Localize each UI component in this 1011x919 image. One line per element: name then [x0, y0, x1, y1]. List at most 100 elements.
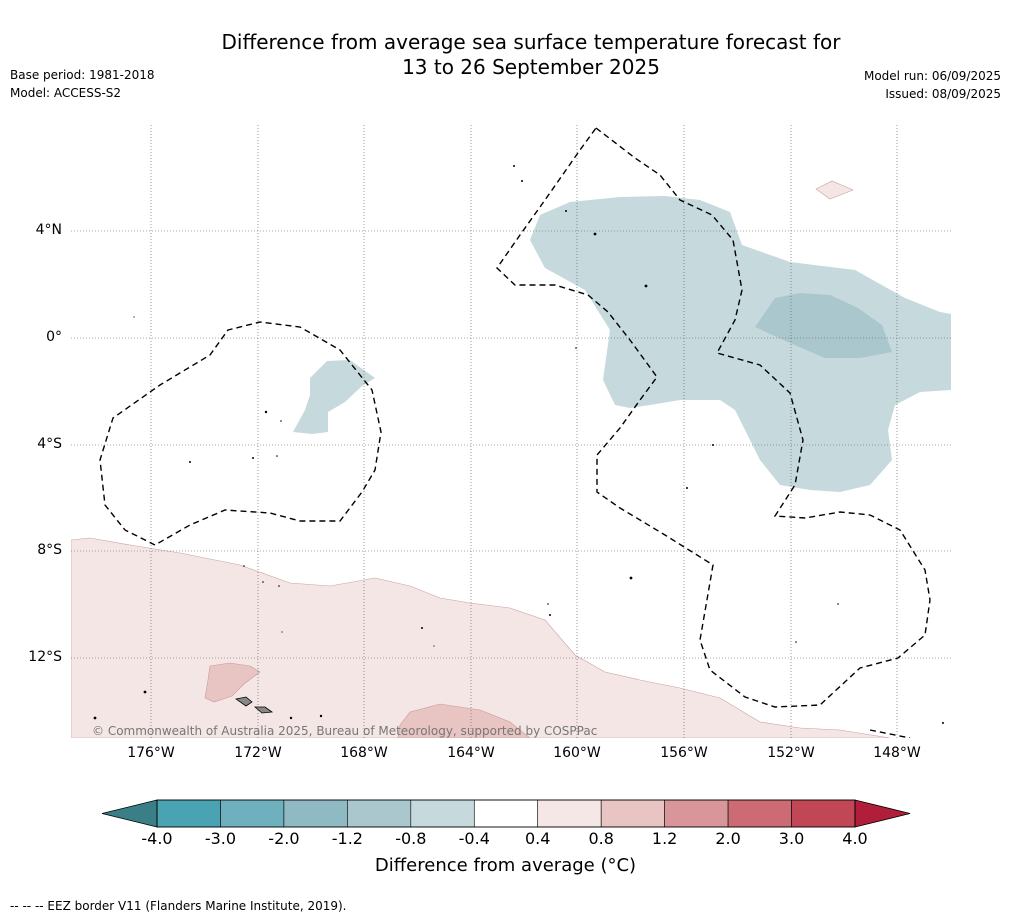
- island-dot: [262, 581, 264, 583]
- island-dot: [243, 565, 245, 567]
- island-dot: [593, 232, 597, 236]
- island-dot: [837, 603, 839, 605]
- island-dot: [280, 420, 282, 422]
- warm-patch-south: [397, 703, 531, 738]
- islands: [93, 165, 944, 724]
- island-dot: [143, 690, 147, 694]
- lat-label-12s: 12°S: [28, 649, 62, 665]
- island-dot: [942, 722, 944, 724]
- colorbar-tick-label: 4.0: [842, 829, 868, 848]
- island-dot: [252, 457, 254, 459]
- colorbar-swatch: [283, 799, 348, 828]
- island-dot: [278, 585, 280, 587]
- warm-patch-northeast: [815, 180, 854, 200]
- cool-anomaly-core: [755, 293, 892, 358]
- base-period: Base period: 1981-2018: [10, 68, 155, 82]
- eez-kiribati-line: [496, 127, 931, 708]
- colorbar-swatch: [727, 799, 792, 828]
- warm-patch-west: [204, 662, 261, 703]
- island-dot: [513, 165, 515, 167]
- colorbar-swatches: [156, 799, 856, 828]
- colorbar-tick-label: 0.4: [524, 829, 551, 848]
- title-line-2: 13 to 26 September 2025: [402, 55, 660, 79]
- island-dot: [133, 316, 135, 318]
- colorbar-tick-label: 1.2: [651, 829, 678, 848]
- lon-label-156w: 156°W: [660, 745, 708, 761]
- warm-anomaly-region: [71, 537, 891, 738]
- model-name: Model: ACCESS-S2: [10, 86, 122, 100]
- lat-label-4n: 4°N: [35, 222, 62, 238]
- eez-borders: [99, 127, 931, 738]
- colorbar-swatch: [600, 799, 665, 828]
- island-samoa-savaii: [253, 706, 274, 714]
- island-dot: [93, 716, 97, 720]
- island-dot: [549, 614, 551, 616]
- colorbar-swatch: [410, 799, 475, 828]
- lon-label-148w: 148°W: [873, 745, 921, 761]
- colorbar-min-extend: [101, 799, 158, 828]
- island-dot: [575, 347, 577, 349]
- island-dot: [521, 180, 523, 182]
- colorbar-tick-label: -0.4: [458, 829, 490, 848]
- colorbar-swatch: [347, 799, 412, 828]
- colorbar-swatch: [220, 799, 285, 828]
- map-title: Difference from average sea surface temp…: [0, 30, 1011, 80]
- lat-label-8s: 8°S: [37, 542, 62, 558]
- colorbar-swatch: [791, 799, 856, 828]
- colorbar-tick-label: -4.0: [141, 829, 173, 848]
- lat-label-0: 0°: [46, 329, 62, 345]
- colorbar-max-extend: [854, 799, 911, 828]
- island-dot: [319, 714, 323, 718]
- eez-tokelau: [99, 321, 382, 546]
- colorbar-tick-label: 0.8: [588, 829, 614, 848]
- island-samoa-upolu: [235, 696, 253, 707]
- meta-right: Model run: 06/09/2025 Issued: 08/09/2025: [864, 67, 1001, 103]
- island-dot: [276, 455, 278, 457]
- lon-label-176w: 176°W: [127, 745, 175, 761]
- island-dot: [281, 631, 283, 633]
- colorbar-tick-label: 3.0: [778, 829, 805, 848]
- colorbar-swatch: [537, 799, 602, 828]
- island-dot: [421, 627, 423, 629]
- copyright-notice: © Commonwealth of Australia 2025, Bureau…: [92, 724, 598, 738]
- cool-anomaly-region-east: [530, 196, 951, 492]
- lon-label-152w: 152°W: [767, 745, 815, 761]
- map-area: [71, 125, 951, 738]
- island-dot: [264, 410, 268, 414]
- island-dot: [547, 603, 549, 605]
- colorbar-swatch: [664, 799, 729, 828]
- island-dot: [795, 641, 797, 643]
- colorbar-swatch: [473, 799, 539, 828]
- colorbar-tick-label: 2.0: [715, 829, 741, 848]
- meta-left: Base period: 1981-2018 Model: ACCESS-S2: [10, 66, 155, 102]
- colorbar-tick-label: -0.8: [395, 829, 427, 848]
- graticule: [71, 125, 951, 738]
- colorbar-title: Difference from average (°C): [374, 855, 637, 876]
- eez-east-tail: [869, 729, 911, 738]
- colorbar-tick-label: -2.0: [268, 829, 300, 848]
- island-dot: [629, 576, 633, 580]
- island-dot: [189, 461, 191, 463]
- lon-label-164w: 164°W: [447, 745, 495, 761]
- colorbar: [101, 799, 911, 828]
- island-dot: [644, 284, 648, 288]
- colorbar-frame: [156, 799, 856, 828]
- issued-date: Issued: 08/09/2025: [885, 87, 1001, 101]
- lat-label-4s: 4°S: [37, 436, 62, 452]
- island-dot: [433, 645, 435, 647]
- model-run: Model run: 06/09/2025: [863, 69, 1001, 83]
- cool-anomaly-region-west: [293, 360, 375, 434]
- colorbar-tick-label: -3.0: [204, 829, 237, 848]
- lon-label-172w: 172°W: [234, 745, 282, 761]
- colorbar-tick-label: -1.2: [331, 829, 363, 848]
- island-dot: [565, 210, 567, 212]
- island-dot: [712, 444, 714, 446]
- island-dot: [686, 487, 688, 489]
- title-line-1: Difference from average sea surface temp…: [221, 30, 841, 54]
- lon-label-160w: 160°W: [553, 745, 601, 761]
- colorbar-swatch: [156, 799, 221, 828]
- lon-label-168w: 168°W: [340, 745, 388, 761]
- eez-legend-note: -- -- -- EEZ border V11 (Flanders Marine…: [10, 899, 347, 913]
- island-dot: [289, 716, 293, 720]
